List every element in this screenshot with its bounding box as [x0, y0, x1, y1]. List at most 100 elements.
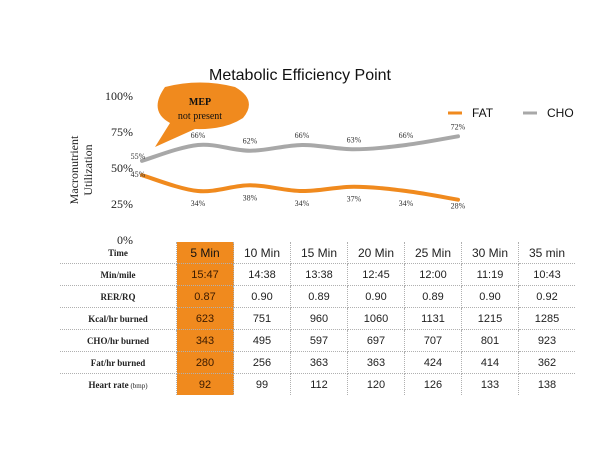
- table-cell: 363: [347, 351, 405, 374]
- data-label-cho: 63%: [347, 135, 362, 144]
- table-cell: 363: [290, 351, 348, 374]
- table-cell: 0.90: [233, 285, 291, 308]
- table-column-header: 25 Min: [404, 242, 462, 264]
- table-row-label: Heart rate (bmp): [60, 373, 177, 395]
- table-row: CHO/hr burned 343 495 597 697 707 801 923: [60, 329, 575, 352]
- series-line-fat: [140, 173, 460, 202]
- table-cell: 11:19: [461, 263, 519, 286]
- table-cell: 1060: [347, 307, 405, 330]
- table-cell: 343: [176, 329, 234, 352]
- row-label-text: RER/RQ: [100, 291, 136, 302]
- row-label-text: Heart rate: [88, 379, 129, 390]
- table-cell: 623: [176, 307, 234, 330]
- row-label-text: Kcal/hr burned: [88, 313, 148, 324]
- callout-title: MEP: [189, 97, 211, 108]
- table-cell: 0.87: [176, 285, 234, 308]
- table-cell: 112: [290, 373, 348, 395]
- data-label-fat: 34%: [399, 199, 414, 208]
- y-tick-label: 50%: [111, 161, 133, 175]
- data-label-fat: 45%: [131, 170, 146, 179]
- table-cell: 1285: [518, 307, 575, 330]
- table-cell: 13:38: [290, 263, 348, 286]
- table-cell: 751: [233, 307, 291, 330]
- table-column-header: 15 Min: [290, 242, 348, 264]
- table-cell: 495: [233, 329, 291, 352]
- table-cell: 15:47: [176, 263, 234, 286]
- table-row-label: RER/RQ: [60, 285, 177, 308]
- table-cell: 424: [404, 351, 462, 374]
- table-cell: 92: [176, 373, 234, 395]
- data-label-cho: 66%: [295, 131, 310, 140]
- table-header-row: Time 5 Min 10 Min 15 Min 20 Min 25 Min 30 Min 3…: [60, 242, 575, 264]
- callout-bubble: [155, 82, 249, 147]
- table-cell: 414: [461, 351, 519, 374]
- table-row-label: Min/mile: [60, 263, 177, 286]
- y-tick-label: 25%: [111, 197, 133, 211]
- table-cell: 697: [347, 329, 405, 352]
- table-cell: 99: [233, 373, 291, 395]
- y-axis: 0%25%50%75%100%: [105, 89, 133, 245]
- data-label-fat: 34%: [191, 199, 206, 208]
- legend-label-cho: CHO: [547, 106, 574, 120]
- table-cell: 0.89: [404, 285, 462, 308]
- table-cell: 0.90: [347, 285, 405, 308]
- table-cell: 597: [290, 329, 348, 352]
- data-label-fat: 34%: [295, 199, 310, 208]
- metabolic-chart: Metabolic Efficiency Point 0%25%50%75%10…: [67, 67, 574, 245]
- data-label-cho: 66%: [399, 131, 414, 140]
- legend-label-fat: FAT: [472, 106, 494, 120]
- table-cell: 10:43: [518, 263, 575, 286]
- table-cell: 1131: [404, 307, 462, 330]
- metrics-table: Time 5 Min 10 Min 15 Min 20 Min 25 Min 30 Min 3…: [60, 242, 575, 395]
- table-row: Kcal/hr burned 623 751 960 1060 1131 1215 1285: [60, 307, 575, 330]
- chart-title: Metabolic Efficiency Point: [209, 67, 392, 84]
- table-cell: 14:38: [233, 263, 291, 286]
- table-cell: 362: [518, 351, 575, 374]
- callout-text: not present: [178, 111, 222, 122]
- table-column-header: 20 Min: [347, 242, 405, 264]
- series-lines: 45% 34% 38% 34% 37% 34% 28% 55% 66% 62% 66% 63% 66% 7…: [131, 122, 466, 210]
- table-cell: 0.90: [461, 285, 519, 308]
- y-tick-label: 75%: [111, 125, 133, 139]
- table-cell: 133: [461, 373, 519, 395]
- table-row-label: Kcal/hr burned: [60, 307, 177, 330]
- table-row: RER/RQ 0.87 0.90 0.89 0.90 0.89 0.90 0.92: [60, 285, 575, 308]
- table-cell: 138: [518, 373, 575, 395]
- table-body: Min/mile 15:47 14:38 13:38 12:45 12:00 11:19 10…: [60, 263, 575, 395]
- data-label-cho: 72%: [451, 122, 466, 131]
- table-row: Fat/hr burned 280 256 363 363 424 414 362: [60, 351, 575, 374]
- table-column-header: 10 Min: [233, 242, 291, 264]
- table-cell: 960: [290, 307, 348, 330]
- table-column-header: 35 min: [518, 242, 575, 264]
- table-cell: 1215: [461, 307, 519, 330]
- table-column-header: 5 Min: [176, 242, 234, 264]
- data-label-cho: 62%: [243, 137, 258, 146]
- data-label-cho: 55%: [131, 152, 146, 161]
- row-label-text: CHO/hr burned: [86, 335, 150, 346]
- table-cell: 126: [404, 373, 462, 395]
- table-corner-label: Time: [60, 242, 177, 264]
- legend: FAT CHO: [448, 106, 574, 120]
- table-cell: 923: [518, 329, 575, 352]
- table-column-header: 30 Min: [461, 242, 519, 264]
- y-axis-label-line1: Macronutrient: [67, 135, 81, 204]
- table-row: Min/mile 15:47 14:38 13:38 12:45 12:00 11:19 10…: [60, 263, 575, 286]
- table-row-label: Fat/hr burned: [60, 351, 177, 374]
- table-cell: 120: [347, 373, 405, 395]
- data-label-fat: 38%: [243, 193, 258, 202]
- y-axis-label-line2: Utilization: [81, 144, 95, 195]
- y-tick-label: 100%: [105, 89, 133, 103]
- data-label-cho: 66%: [191, 131, 206, 140]
- row-unit: (bmp): [128, 381, 148, 390]
- row-label-text: Min/mile: [100, 269, 136, 280]
- table-cell: 0.89: [290, 285, 348, 308]
- series-line-cho: [140, 134, 460, 163]
- row-label-text: Fat/hr burned: [90, 357, 146, 368]
- table-cell: 280: [176, 351, 234, 374]
- table-cell: 0.92: [518, 285, 575, 308]
- table-cell: 256: [233, 351, 291, 374]
- mep-callout: MEP not present: [155, 82, 249, 147]
- table-cell: 12:45: [347, 263, 405, 286]
- table-cell: 707: [404, 329, 462, 352]
- data-label-fat: 28%: [451, 202, 466, 211]
